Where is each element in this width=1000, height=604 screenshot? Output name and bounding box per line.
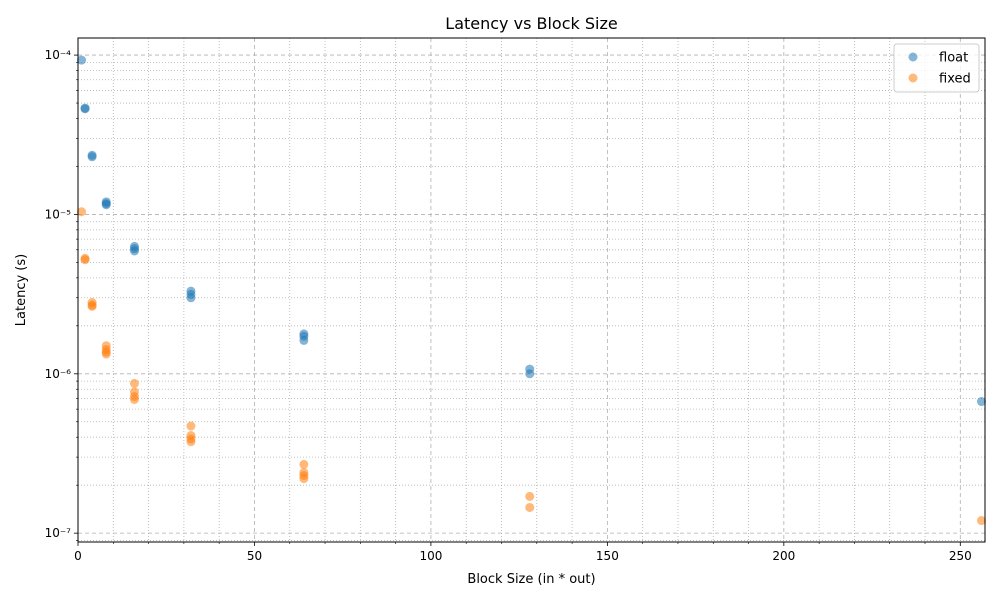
- data-point-float: [186, 293, 196, 303]
- y-tick-label: 10⁻⁷: [45, 526, 72, 540]
- series-fixed: [77, 207, 986, 526]
- y-tick-label: 10⁻⁴: [45, 48, 72, 62]
- data-point-float: [101, 200, 111, 210]
- data-point-fixed: [129, 378, 139, 388]
- data-point-fixed: [525, 502, 535, 512]
- x-tick-label: 250: [949, 549, 972, 563]
- data-point-float: [299, 335, 309, 345]
- axis-ticks: 0 50 100 150 200 250 10⁻⁷ 10⁻⁶ 10⁻⁵ 10⁻⁴: [45, 48, 972, 563]
- data-point-fixed: [186, 437, 196, 447]
- legend-label-fixed: fixed: [939, 72, 971, 87]
- grid: [77, 38, 985, 542]
- x-tick-label: 0: [74, 549, 82, 563]
- y-axis-label: Latency (s): [14, 254, 29, 326]
- chart-title: Latency vs Block Size: [445, 14, 617, 33]
- data-point-fixed: [101, 349, 111, 359]
- data-point-fixed: [976, 516, 986, 526]
- data-point-fixed: [129, 394, 139, 404]
- legend-marker-float: [908, 52, 918, 62]
- data-point-float: [87, 152, 97, 162]
- data-point-fixed: [186, 421, 196, 431]
- x-tick-label: 50: [247, 549, 262, 563]
- series-float: [77, 55, 986, 407]
- legend-label-float: float: [939, 51, 968, 66]
- x-tick-label: 200: [772, 549, 795, 563]
- data-point-fixed: [299, 474, 309, 484]
- data-point-float: [77, 55, 87, 65]
- data-point-fixed: [525, 491, 535, 501]
- data-point-float: [80, 104, 90, 114]
- data-point-float: [129, 246, 139, 256]
- x-tick-label: 150: [596, 549, 619, 563]
- data-points: [77, 55, 986, 526]
- data-point-float: [525, 369, 535, 379]
- data-point-fixed: [77, 207, 87, 217]
- plot-area-frame: [77, 37, 986, 543]
- y-tick-label: 10⁻⁶: [45, 367, 72, 381]
- legend-marker-fixed: [908, 73, 918, 83]
- y-tick-label: 10⁻⁵: [45, 207, 72, 221]
- data-point-fixed: [87, 301, 97, 311]
- data-point-fixed: [299, 459, 309, 469]
- data-point-float: [976, 397, 986, 407]
- data-point-fixed: [80, 255, 90, 265]
- x-axis-label: Block Size (in * out): [467, 572, 595, 587]
- legend: float fixed: [893, 43, 980, 93]
- x-tick-label: 100: [419, 549, 442, 563]
